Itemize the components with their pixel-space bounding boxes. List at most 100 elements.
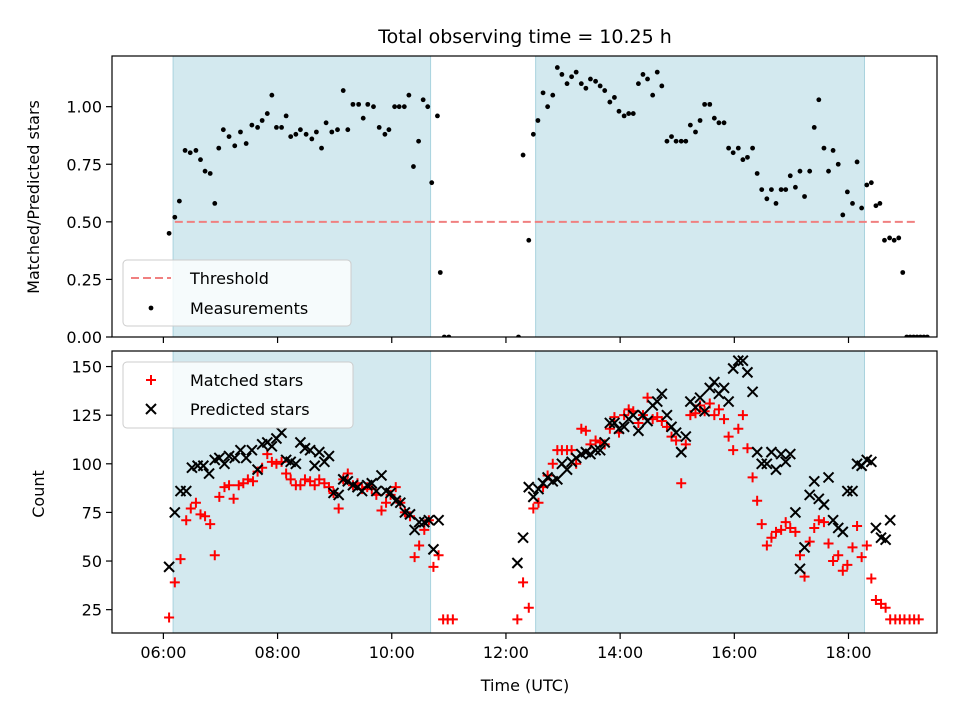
matched-stars-point xyxy=(433,550,444,561)
measurements-point xyxy=(859,205,865,211)
measurements-point xyxy=(416,138,421,144)
predicted-stars-point xyxy=(370,485,383,497)
measurements-point xyxy=(382,131,388,137)
predicted-stars-point xyxy=(656,388,668,400)
measurements-point xyxy=(783,187,789,192)
predicted-stars-point xyxy=(798,541,811,554)
matched-stars-point xyxy=(409,552,420,563)
predicted-stars-point xyxy=(756,458,768,470)
predicted-stars-point xyxy=(240,452,252,464)
predicted-stars-point xyxy=(197,460,210,472)
predicted-stars-point xyxy=(180,485,192,497)
matched-stars-point xyxy=(756,519,767,530)
measurements-point xyxy=(678,138,684,144)
measurements-point xyxy=(283,113,289,119)
ratio-panel: 0.00 0.25 0.50 0.75 1.00 Threshold Measurement… xyxy=(66,55,938,347)
measurements-point xyxy=(238,129,243,135)
matched-stars-point xyxy=(623,404,634,415)
measurements-point xyxy=(323,120,329,126)
measurements-point xyxy=(396,104,402,110)
predicted-stars-point xyxy=(865,456,878,468)
measurements-point xyxy=(807,168,813,174)
matched-stars-point xyxy=(709,410,720,421)
measurements-point xyxy=(840,212,846,218)
measurements-point xyxy=(193,148,199,153)
panel-frame xyxy=(111,350,938,634)
matched-stars-point xyxy=(195,509,206,520)
y-tick-label: 100 xyxy=(71,455,102,474)
x-tick-label: 12:00 xyxy=(483,643,529,662)
matched-stars-point xyxy=(309,480,320,491)
measurements-point xyxy=(773,201,779,206)
matched-stars-point xyxy=(747,472,758,483)
matched-stars-point xyxy=(219,482,230,493)
measurements-point xyxy=(769,187,774,192)
measurements-point xyxy=(664,138,670,144)
measurements-point xyxy=(811,125,817,130)
matched-stars-point xyxy=(299,474,310,485)
measurements-point xyxy=(830,148,836,153)
matched-stars-point xyxy=(323,482,334,493)
measurements-point xyxy=(640,72,646,77)
measurements-point xyxy=(340,88,346,93)
measurements-point xyxy=(274,125,279,130)
measurements-point xyxy=(435,113,440,119)
measurements-point xyxy=(559,72,565,77)
measurements-point xyxy=(707,101,713,107)
x-tick-label: 14:00 xyxy=(597,643,643,662)
predicted-stars-point xyxy=(404,508,416,521)
matched-stars-point xyxy=(342,468,353,479)
measurements-point xyxy=(526,237,532,243)
predicted-stars-point xyxy=(879,533,892,546)
predicted-stars-point xyxy=(394,496,407,509)
y-tick-label: 0.25 xyxy=(66,270,102,289)
measurements-point xyxy=(232,143,238,149)
predicted-stars-point xyxy=(408,524,421,536)
measurements-point xyxy=(759,187,765,192)
measurements-point xyxy=(711,115,717,121)
predicted-stars-point xyxy=(604,417,616,429)
measurements-point xyxy=(636,81,641,87)
measurements-point xyxy=(176,198,182,204)
matched-stars-point xyxy=(281,468,292,479)
predicted-stars-point xyxy=(632,425,645,437)
measurements-point xyxy=(673,138,679,144)
measurements-point xyxy=(816,97,822,103)
matched-stars-point xyxy=(390,482,401,493)
predicted-stars-point xyxy=(432,514,445,526)
x-tick-label: 06:00 xyxy=(140,643,186,662)
y-tick-label: 0.00 xyxy=(66,328,102,347)
predicted-stars-point xyxy=(169,506,181,519)
measurements-point xyxy=(588,76,593,82)
matched-stars-point xyxy=(547,458,558,469)
panel-frame xyxy=(111,55,938,338)
matched-stars-point xyxy=(590,435,601,446)
y-tick-label: 0.50 xyxy=(66,213,102,232)
matched-stars-point xyxy=(164,612,175,623)
y-tick-label: 0.75 xyxy=(66,155,102,174)
matched-stars-point xyxy=(528,503,539,514)
predicted-stars-point xyxy=(290,458,302,470)
matched-stars-point xyxy=(866,573,877,584)
measurements-point xyxy=(697,118,703,123)
measurements-point xyxy=(900,270,906,275)
predicted-stars-point xyxy=(732,355,745,367)
y-tick-label: 150 xyxy=(71,358,102,377)
measurements-point xyxy=(437,270,443,275)
measurements-point xyxy=(573,69,579,75)
matched-stars-point xyxy=(713,404,724,415)
measurements-point xyxy=(371,104,376,110)
measurements-point xyxy=(702,101,708,107)
measurements-point xyxy=(540,90,546,96)
matched-stars-point xyxy=(719,414,730,425)
measurements-point xyxy=(740,157,746,163)
matched-stars-point xyxy=(285,474,296,485)
predicted-stars-point xyxy=(589,444,602,456)
matched-stars-point xyxy=(742,443,753,454)
measurements-point xyxy=(411,164,416,169)
measurements-point xyxy=(621,113,627,119)
measurements-point xyxy=(787,173,793,179)
matched-stars-point xyxy=(766,532,777,543)
count-legend: Matched stars Predicted stars xyxy=(122,361,354,429)
predicted-stars-point xyxy=(384,487,397,499)
